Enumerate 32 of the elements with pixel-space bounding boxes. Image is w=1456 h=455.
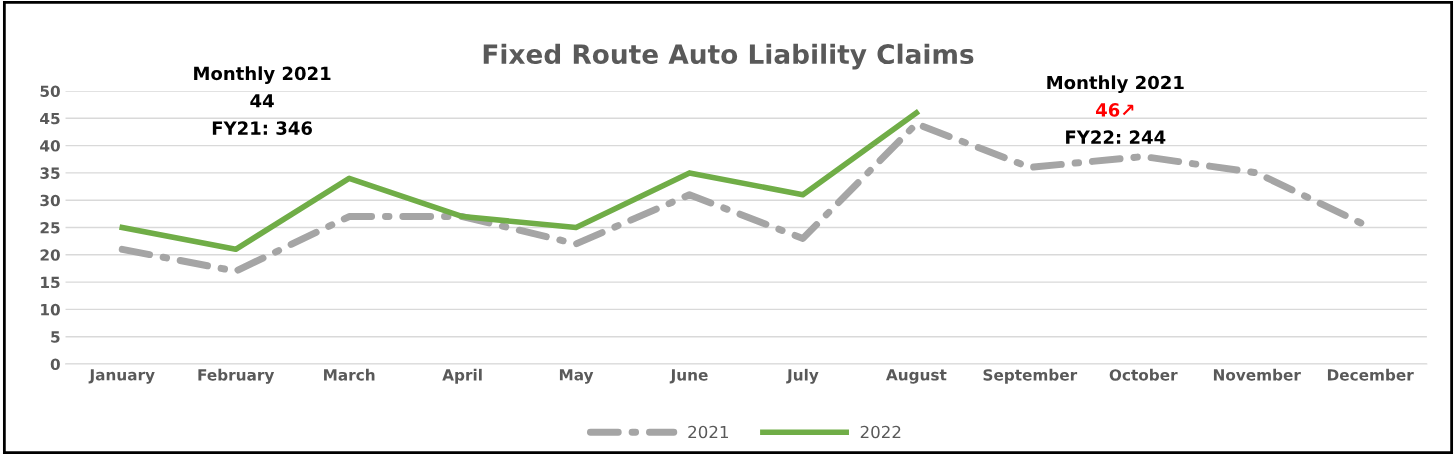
legend-label: 2022 bbox=[860, 425, 901, 439]
annotation: FY21: 346 bbox=[212, 121, 312, 135]
y-tick-label: 35 bbox=[40, 167, 60, 179]
x-tick-label: February bbox=[198, 368, 275, 384]
x-tick-label: March bbox=[324, 368, 375, 381]
y-tick-label: 40 bbox=[40, 140, 60, 152]
x-tick-label: July bbox=[786, 368, 819, 384]
y-tick-label: 0 bbox=[50, 358, 60, 371]
chart-title: Fixed Route Auto Liability Claims bbox=[483, 43, 974, 70]
x-tick-label: August bbox=[885, 369, 947, 384]
annotation: 46↗ bbox=[1095, 103, 1134, 117]
y-tick-label: 45 bbox=[40, 112, 60, 125]
x-tick-label: November bbox=[1213, 368, 1301, 381]
annotation: 44 bbox=[250, 94, 274, 108]
y-tick-label: 30 bbox=[40, 194, 60, 207]
y-tick-label: 5 bbox=[51, 331, 60, 343]
x-tick-label: December bbox=[1327, 368, 1414, 381]
y-tick-label: 20 bbox=[40, 249, 60, 261]
y-tick-label: 50 bbox=[40, 85, 60, 98]
x-tick-label: January bbox=[88, 369, 155, 384]
y-tick-label: 10 bbox=[41, 303, 60, 316]
x-tick-label: May bbox=[559, 369, 594, 384]
x-tick-label: September bbox=[983, 368, 1078, 384]
x-tick-label: April bbox=[442, 368, 482, 384]
text: Monthly 2021 bbox=[194, 66, 331, 84]
y-tick-label: 25 bbox=[40, 221, 60, 234]
annotation: FY22: 244 bbox=[1066, 130, 1166, 144]
annotation: Monthly 2021 bbox=[1047, 75, 1184, 93]
legend-label: 2021 bbox=[688, 425, 728, 439]
x-tick-label: June bbox=[669, 369, 708, 384]
y-tick-label: 15 bbox=[41, 276, 60, 289]
x-tick-label: October bbox=[1109, 368, 1178, 381]
